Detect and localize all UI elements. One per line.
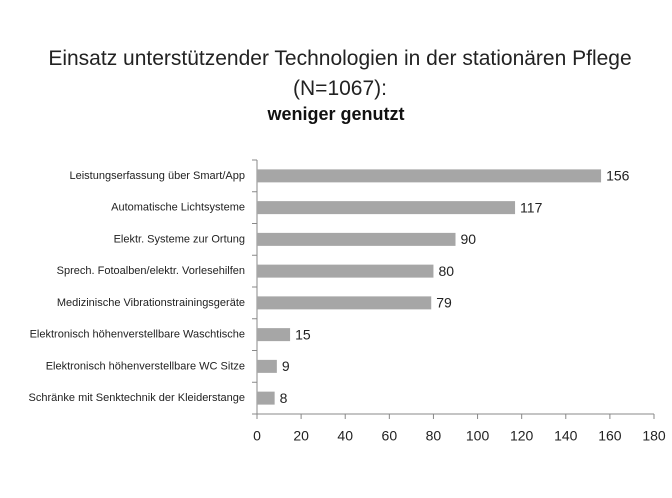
x-tick-label: 180 xyxy=(642,428,666,444)
x-tick-label: 60 xyxy=(382,428,398,444)
y-tick-label: Sprech. Fotoalben/elektr. Vorlesehilfen xyxy=(57,265,245,277)
bar xyxy=(257,264,434,278)
value-label: 9 xyxy=(282,358,290,374)
bar xyxy=(257,391,275,405)
x-tick-label: 120 xyxy=(510,428,534,444)
chart-title: Einsatz unterstützender Technologien in … xyxy=(48,47,632,100)
bar xyxy=(257,201,516,215)
value-label: 156 xyxy=(606,168,630,184)
bar xyxy=(257,169,602,183)
x-tick-label: 80 xyxy=(426,428,442,444)
x-tick-label: 20 xyxy=(293,428,309,444)
bar xyxy=(257,328,291,342)
y-tick-label: Elektronisch höhenverstellbare WC Sitze xyxy=(46,360,245,372)
bar xyxy=(257,296,432,310)
y-tick-label: Elektronisch höhenverstellbare Waschtisc… xyxy=(30,329,245,341)
value-label: 79 xyxy=(436,295,452,311)
x-tick-label: 140 xyxy=(554,428,578,444)
value-label: 15 xyxy=(295,326,311,342)
y-tick-label: Elektr. Systeme zur Ortung xyxy=(114,233,245,245)
x-tick-label: 160 xyxy=(598,428,622,444)
y-tick-label: Leistungserfassung über Smart/App xyxy=(70,170,246,182)
x-tick-label: 100 xyxy=(466,428,490,444)
value-label: 8 xyxy=(280,390,288,406)
value-label: 90 xyxy=(461,231,477,247)
value-label: 80 xyxy=(438,263,454,279)
y-tick-label: Schränke mit Senktechnik der Kleiderstan… xyxy=(29,392,245,404)
chart-subtitle: weniger genutzt xyxy=(267,104,405,124)
value-label: 117 xyxy=(520,199,543,215)
y-tick-label: Medizinische Vibrationstrainingsgeräte xyxy=(57,297,245,309)
x-tick-label: 40 xyxy=(337,428,353,444)
x-tick-label: 0 xyxy=(253,428,261,444)
bar xyxy=(257,359,277,373)
bar xyxy=(257,232,456,246)
y-tick-label: Automatische Lichtsysteme xyxy=(111,202,245,214)
